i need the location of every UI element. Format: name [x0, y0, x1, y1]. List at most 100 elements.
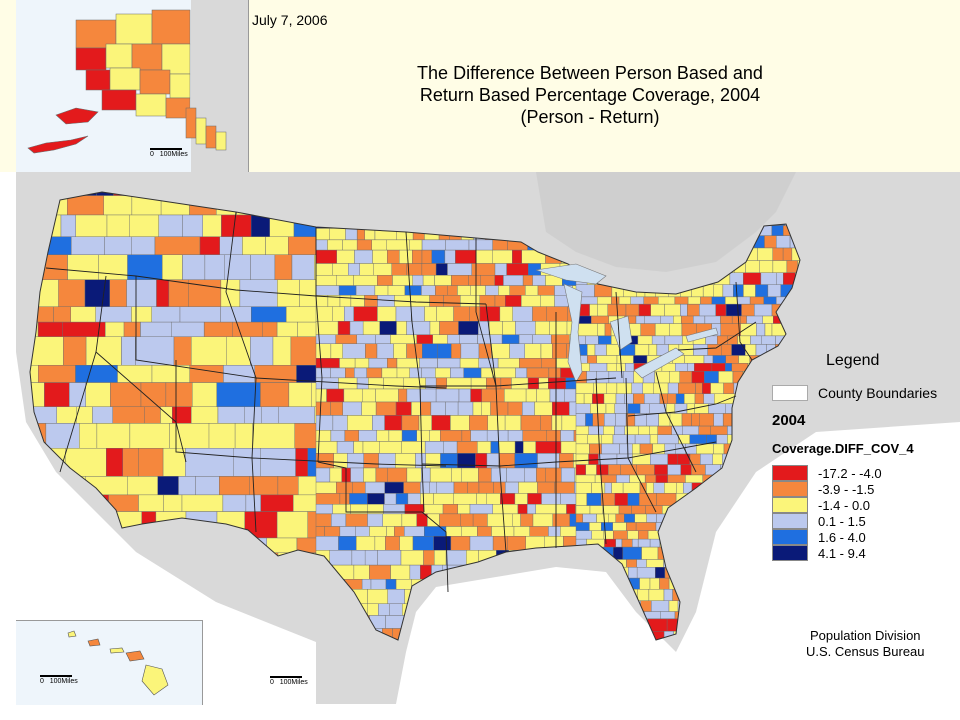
county-cell: [575, 464, 586, 476]
county-cell: [144, 406, 161, 424]
continental-us-map: [16, 172, 960, 704]
county-cell: [154, 236, 201, 255]
county-cell: [649, 425, 658, 436]
county-cell: [596, 370, 610, 384]
map-date: July 7, 2006: [252, 12, 328, 28]
county-cell: [461, 467, 479, 483]
county-cell: [421, 249, 433, 264]
county-cell: [635, 315, 645, 324]
county-cell: [262, 321, 278, 337]
county-cell: [329, 467, 342, 483]
county-cell: [626, 434, 636, 445]
county-cell: [606, 382, 618, 394]
county-cell: [490, 401, 509, 416]
county-cell: [437, 358, 461, 369]
hawaii-island-oahu: [87, 638, 101, 647]
county-cell: [549, 321, 568, 336]
county-cell: [757, 247, 774, 261]
county-cell: [339, 493, 350, 505]
county-cell: [575, 474, 596, 483]
hawaii-inset-map: 0 100Miles: [16, 620, 203, 705]
county-cell: [424, 306, 437, 322]
county-cell: [755, 284, 769, 298]
county-cell: [703, 355, 714, 364]
county-cell: [387, 358, 398, 369]
county-cell: [761, 335, 776, 345]
county-cell: [469, 536, 494, 551]
county-cell: [203, 321, 233, 337]
county-cell: [191, 382, 217, 408]
county-cell: [667, 382, 679, 394]
county-cell: [363, 467, 377, 483]
state-line-1: [45, 267, 317, 297]
county-cell: [396, 367, 410, 379]
county-cell: [458, 388, 471, 403]
county-cell: [58, 279, 86, 307]
state-line-6: [175, 360, 253, 459]
county-cell: [740, 315, 747, 324]
county-cell: [534, 401, 553, 416]
county-cell: [627, 403, 641, 414]
legend-swatch-5: [772, 529, 808, 545]
county-cell: [743, 284, 756, 298]
county-cell: [457, 401, 474, 416]
county-cell: [384, 415, 403, 431]
county-cell: [406, 343, 423, 359]
county-cell: [514, 453, 538, 469]
county-cell: [714, 393, 736, 404]
county-cell: [485, 285, 499, 296]
county-cell: [649, 577, 660, 590]
county-cell: [195, 476, 220, 496]
county-cell: [399, 249, 413, 264]
county-cell: [329, 550, 353, 566]
county-cell: [615, 393, 625, 404]
county-cell: [684, 393, 696, 404]
county-cell: [435, 367, 451, 379]
us-outline: [29, 191, 801, 641]
county-cell: [704, 315, 721, 324]
county-cell: [451, 467, 462, 483]
county-cell: [716, 434, 728, 445]
county-cell: [711, 363, 726, 372]
county-cell: [575, 453, 589, 465]
county-cell: [338, 536, 357, 551]
county-cell: [767, 284, 781, 298]
county-cell: [616, 382, 632, 394]
county-cell: [500, 377, 512, 390]
county-cell: [646, 559, 664, 568]
county-cell: [431, 249, 446, 264]
legend-class-3: -1.4 - 0.0: [772, 497, 882, 513]
county-cell: [700, 296, 713, 305]
state-line-21: [677, 321, 757, 351]
county-cell: [515, 321, 536, 336]
county-cell: [552, 401, 570, 416]
county-cell: [639, 493, 657, 506]
county-cell: [624, 393, 634, 404]
county-cell: [589, 303, 598, 317]
county-cell: [350, 467, 364, 483]
county-cell: [315, 377, 339, 390]
county-cell: [421, 367, 436, 379]
county-cell: [760, 272, 777, 285]
county-cell: [277, 476, 299, 496]
county-cell: [461, 526, 478, 537]
county-cell: [459, 358, 479, 369]
county-cell: [689, 434, 707, 445]
county-cell: [687, 363, 695, 372]
county-cell: [537, 481, 555, 494]
county-cell: [382, 513, 403, 527]
county-cell: [700, 453, 713, 465]
state-line-20: [655, 371, 697, 473]
county-cell: [409, 367, 422, 379]
county-cell: [453, 493, 477, 505]
county-cell: [385, 536, 400, 551]
county-cell: [407, 493, 421, 505]
conus-map-svg: [16, 172, 960, 704]
county-cell: [575, 443, 590, 455]
county-cell: [603, 425, 615, 436]
county-cell: [575, 522, 590, 531]
county-cell: [362, 321, 380, 336]
county-cell: [291, 254, 315, 280]
county-cell: [591, 530, 605, 540]
county-cell: [491, 467, 507, 483]
